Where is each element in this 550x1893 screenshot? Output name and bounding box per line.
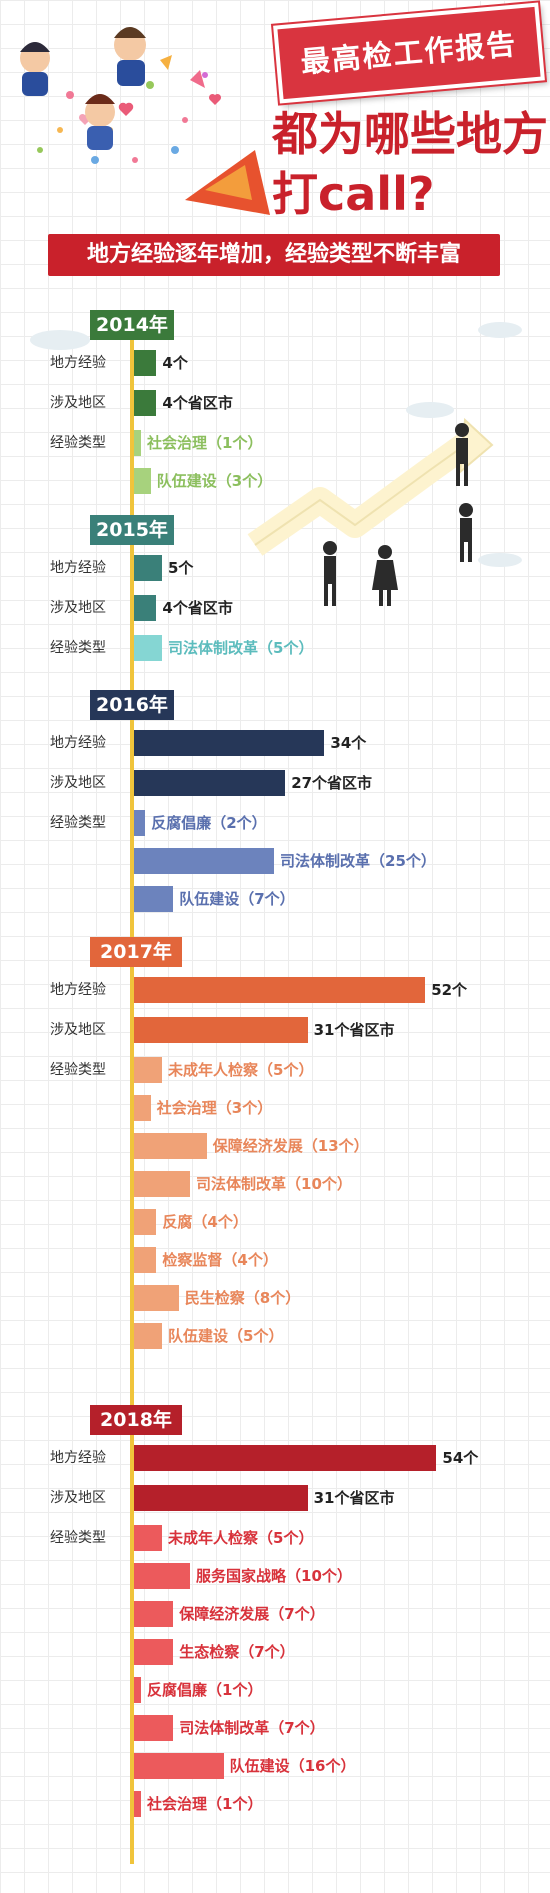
bar-label-types-4-7: 社会治理（1个） xyxy=(147,1795,263,1813)
bar-types-3-4 xyxy=(134,1209,157,1235)
bar-summary-4-1 xyxy=(134,1485,308,1511)
bar-label-types-4-2: 保障经济发展（7个） xyxy=(179,1605,325,1623)
bar-label-summary-3-1: 31个省区市 xyxy=(313,1021,395,1039)
bar-label-summary-1-0: 5个 xyxy=(168,559,194,577)
bar-label-types-3-6: 民生检察（8个） xyxy=(184,1289,301,1307)
row-label-0-0: 地方经验 xyxy=(50,355,106,371)
bar-label-summary-0-1: 4个省区市 xyxy=(162,394,233,412)
bar-types-3-1 xyxy=(134,1095,151,1121)
bar-types-3-7 xyxy=(134,1323,162,1349)
bar-label-summary-4-1: 31个省区市 xyxy=(313,1489,395,1507)
row-label-type-4: 经验类型 xyxy=(50,1530,106,1546)
bar-types-0-0 xyxy=(134,430,141,456)
bar-label-types-3-5: 检察监督（4个） xyxy=(162,1251,278,1269)
bar-label-types-4-3: 生态检察（7个） xyxy=(179,1643,295,1661)
bar-types-4-3 xyxy=(134,1639,174,1665)
bar-label-types-2-0: 反腐倡廉（2个） xyxy=(151,814,267,832)
bar-label-types-4-5: 司法体制改革（7个） xyxy=(179,1719,325,1737)
headline-line-2: 打call? xyxy=(272,167,435,221)
bar-summary-4-0 xyxy=(134,1445,437,1471)
bar-types-3-3 xyxy=(134,1171,190,1197)
bar-label-types-0-1: 队伍建设（3个） xyxy=(156,472,273,490)
bar-types-3-6 xyxy=(134,1285,179,1311)
bar-label-summary-3-0: 52个 xyxy=(431,981,468,999)
cloud-illustration xyxy=(30,322,522,567)
bar-label-types-4-4: 反腐倡廉（1个） xyxy=(147,1681,263,1699)
bar-label-summary-4-0: 54个 xyxy=(442,1449,479,1467)
row-label-1-1: 涉及地区 xyxy=(50,600,106,616)
bar-types-0-1 xyxy=(134,468,151,494)
bar-summary-0-0 xyxy=(134,350,157,376)
row-label-type-0: 经验类型 xyxy=(50,435,106,451)
bar-types-3-5 xyxy=(134,1247,157,1273)
confetti-illustration xyxy=(37,72,222,164)
bar-label-types-2-2: 队伍建设（7个） xyxy=(179,890,295,908)
bar-label-types-4-6: 队伍建设（16个） xyxy=(229,1757,356,1775)
row-label-3-1: 涉及地区 xyxy=(50,1022,106,1038)
year-label-4: 2018年 xyxy=(90,1405,182,1435)
bar-label-summary-2-1: 27个省区市 xyxy=(291,774,373,792)
bar-types-4-5 xyxy=(134,1715,174,1741)
row-label-1-0: 地方经验 xyxy=(50,560,106,576)
bar-label-types-4-0: 未成年人检察（5个） xyxy=(168,1529,314,1547)
row-label-4-0: 地方经验 xyxy=(50,1450,106,1466)
bar-label-summary-2-0: 34个 xyxy=(330,734,367,752)
bar-types-1-0 xyxy=(134,635,162,661)
year-label-0: 2014年 xyxy=(90,310,174,340)
bar-summary-2-0 xyxy=(134,730,325,756)
bar-label-summary-1-1: 4个省区市 xyxy=(162,599,233,617)
bar-label-types-1-0: 司法体制改革（5个） xyxy=(168,639,314,657)
headline-line-1: 都为哪些地方 xyxy=(272,107,548,161)
bar-types-4-2 xyxy=(134,1601,174,1627)
bar-label-types-4-1: 服务国家战略（10个） xyxy=(196,1567,352,1585)
bar-types-4-4 xyxy=(134,1677,141,1703)
year-label-1: 2015年 xyxy=(90,515,174,545)
bar-types-4-1 xyxy=(134,1563,190,1589)
bar-types-2-2 xyxy=(134,886,174,912)
bar-types-4-7 xyxy=(134,1791,141,1817)
row-label-type-1: 经验类型 xyxy=(50,640,106,656)
row-label-2-1: 涉及地区 xyxy=(50,775,106,791)
row-label-0-1: 涉及地区 xyxy=(50,395,106,411)
bar-label-types-0-0: 社会治理（1个） xyxy=(147,434,263,452)
year-label-3: 2017年 xyxy=(90,937,182,967)
bar-types-4-0 xyxy=(134,1525,162,1551)
bar-label-types-3-3: 司法体制改革（10个） xyxy=(196,1175,352,1193)
timeline-axis xyxy=(130,318,134,1864)
bar-label-types-3-2: 保障经济发展（13个） xyxy=(212,1137,369,1155)
bar-summary-2-1 xyxy=(134,770,286,796)
party-popper-illustration xyxy=(160,55,270,215)
row-label-type-2: 经验类型 xyxy=(50,815,106,831)
bar-summary-1-1 xyxy=(134,595,157,621)
row-label-type-3: 经验类型 xyxy=(50,1062,106,1078)
bar-summary-0-1 xyxy=(134,390,157,416)
bar-label-types-3-7: 队伍建设（5个） xyxy=(168,1327,284,1345)
bar-summary-3-1 xyxy=(134,1017,308,1043)
bar-types-4-6 xyxy=(134,1753,224,1779)
row-label-3-0: 地方经验 xyxy=(50,982,106,998)
subtitle-banner: 地方经验逐年增加，经验类型不断丰富 xyxy=(48,234,500,276)
bar-label-types-3-0: 未成年人检察（5个） xyxy=(168,1061,314,1079)
bar-types-3-2 xyxy=(134,1133,207,1159)
cheering-people-illustration xyxy=(20,27,146,150)
year-label-2: 2016年 xyxy=(90,690,174,720)
bar-label-summary-0-0: 4个 xyxy=(162,354,188,372)
bar-summary-1-0 xyxy=(134,555,162,581)
bar-label-types-2-1: 司法体制改革（25个） xyxy=(280,852,436,870)
bar-types-2-0 xyxy=(134,810,146,836)
bar-types-2-1 xyxy=(134,848,274,874)
bar-label-types-3-1: 社会治理（3个） xyxy=(156,1099,273,1117)
bar-types-3-0 xyxy=(134,1057,162,1083)
bar-summary-3-0 xyxy=(134,977,426,1003)
row-label-4-1: 涉及地区 xyxy=(50,1490,106,1506)
people-silhouette-illustration xyxy=(323,423,473,606)
row-label-2-0: 地方经验 xyxy=(50,735,106,751)
bar-label-types-3-4: 反腐（4个） xyxy=(162,1213,248,1231)
